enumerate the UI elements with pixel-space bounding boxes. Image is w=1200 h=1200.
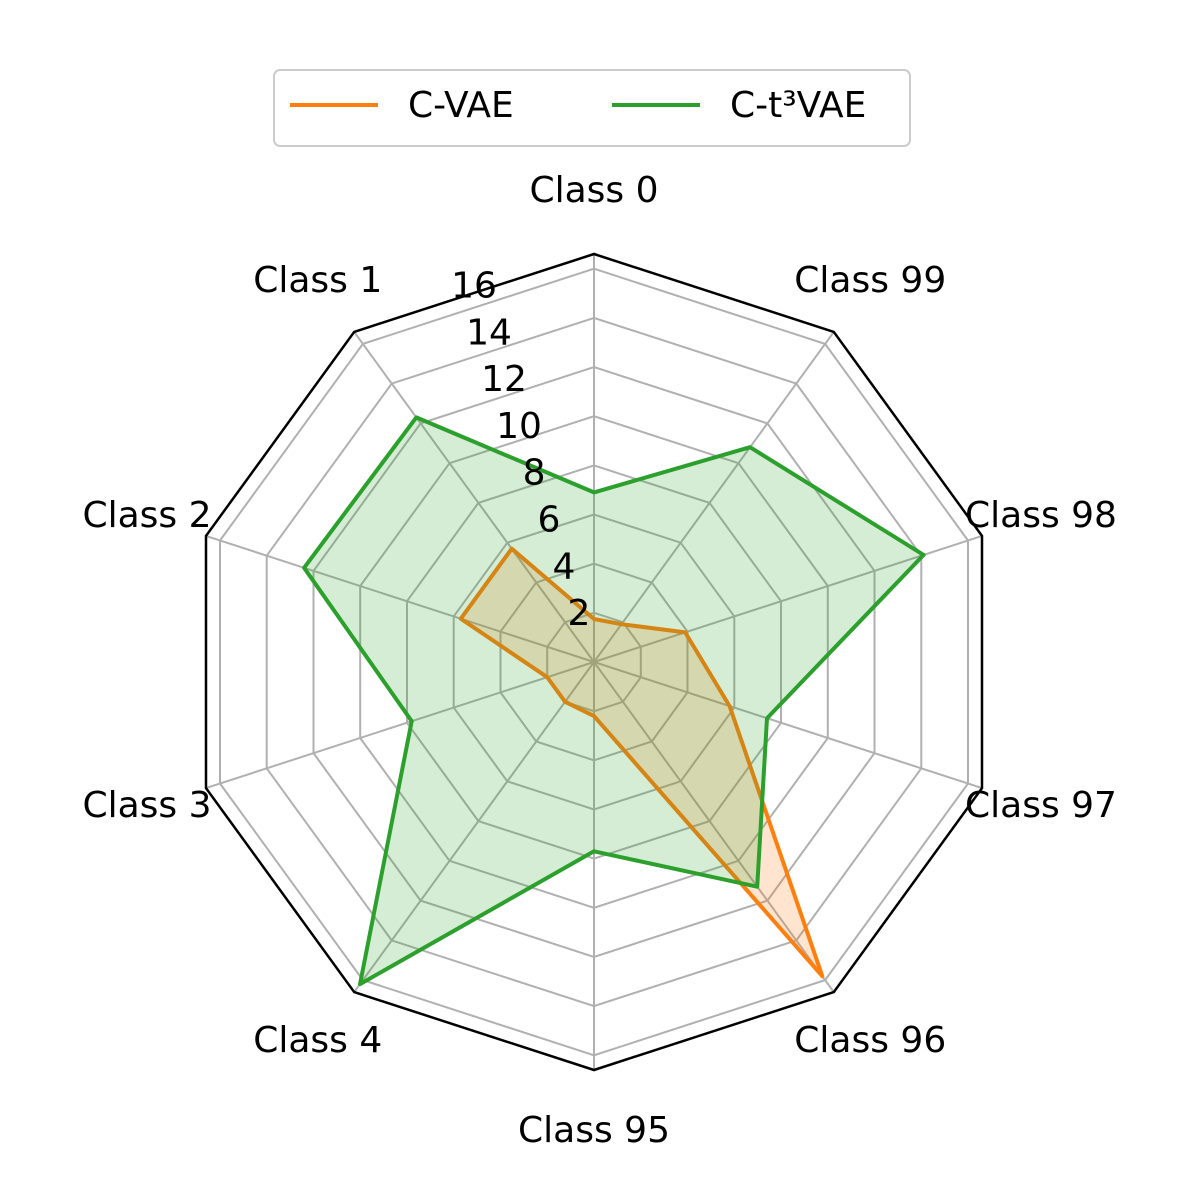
radial-tick-label: 16 xyxy=(451,265,497,306)
radial-tick-label: 4 xyxy=(553,546,576,587)
legend-label: C-t³VAE xyxy=(730,85,866,126)
category-label: Class 99 xyxy=(794,260,946,301)
series-area xyxy=(304,417,924,985)
category-label: Class 1 xyxy=(253,260,382,301)
spoke xyxy=(593,661,835,993)
category-label: Class 2 xyxy=(82,495,211,536)
category-label: Class 97 xyxy=(965,785,1117,826)
spoke xyxy=(593,661,983,790)
series-line xyxy=(302,415,926,987)
outer-frame xyxy=(204,252,984,1072)
spoke xyxy=(205,534,595,663)
radial-tick-label: 6 xyxy=(538,500,561,541)
spoke xyxy=(353,331,595,663)
radial-tick-label: 2 xyxy=(568,593,591,634)
spoke xyxy=(353,661,595,993)
spoke xyxy=(593,534,983,663)
category-label: Class 98 xyxy=(965,495,1117,536)
spoke xyxy=(593,331,835,663)
series-area xyxy=(460,548,823,977)
series-line xyxy=(458,546,825,979)
category-label: Class 96 xyxy=(794,1020,946,1061)
category-label: Class 95 xyxy=(518,1110,670,1151)
category-label: Class 4 xyxy=(253,1020,382,1061)
legend-label: C-VAE xyxy=(408,85,514,126)
radial-tick-label: 8 xyxy=(523,453,546,494)
radial-tick-label: 10 xyxy=(496,406,542,447)
radial-tick-label: 12 xyxy=(481,359,527,400)
radial-tick-label: 14 xyxy=(466,312,512,353)
category-label: Class 3 xyxy=(82,785,211,826)
category-label: Class 0 xyxy=(529,170,658,211)
spoke xyxy=(205,661,595,790)
legend-box xyxy=(273,69,911,147)
